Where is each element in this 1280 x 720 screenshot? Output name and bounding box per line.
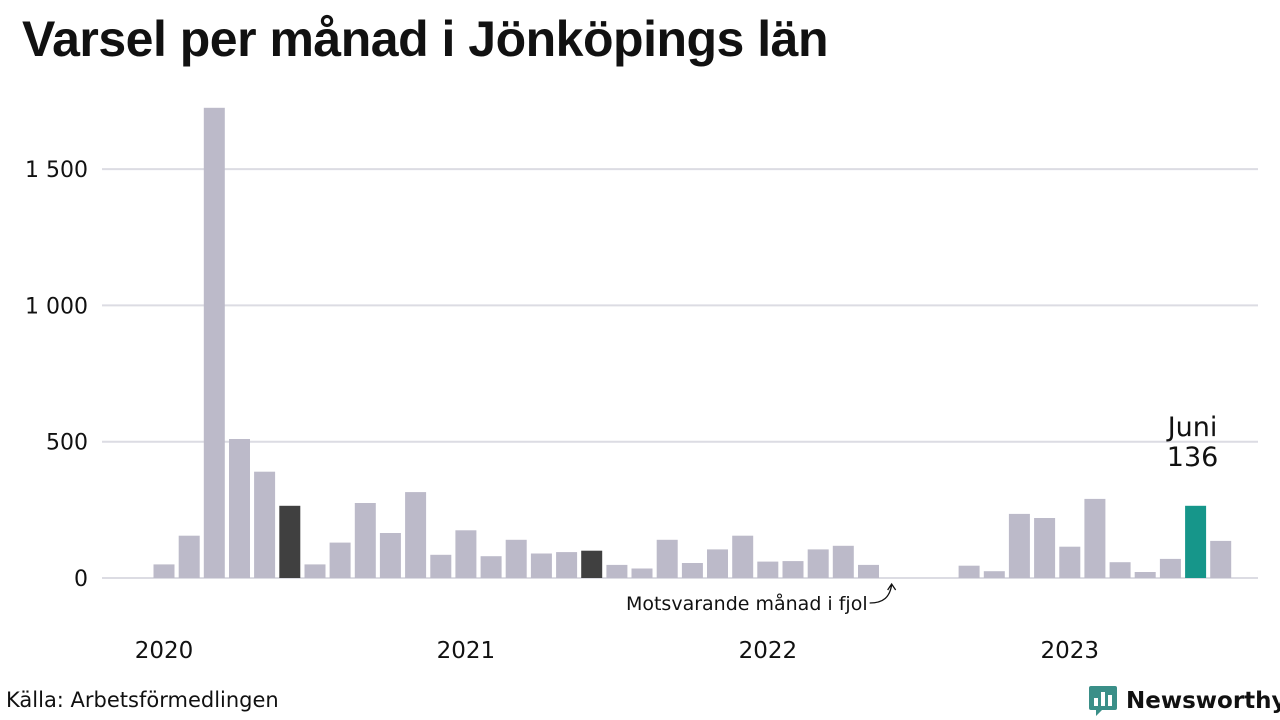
bar-2021-03 bbox=[505, 539, 527, 578]
bar-2020-01 bbox=[153, 564, 175, 578]
bar-2021-04 bbox=[530, 553, 552, 578]
bar-2023-06 bbox=[1185, 505, 1207, 578]
bar-2020-10 bbox=[379, 533, 401, 578]
bar-2022-10 bbox=[983, 571, 1005, 578]
bar-2021-08 bbox=[631, 568, 653, 578]
prior-year-annotation-arrow bbox=[869, 582, 897, 604]
prior-year-annotation: Motsvarande månad i fjol bbox=[626, 592, 868, 615]
brand-name: Newsworthy bbox=[1126, 688, 1280, 714]
y-tick-label: 1 000 bbox=[25, 294, 88, 319]
annotations: Juni 136 Motsvarande månad i fjol bbox=[626, 412, 1218, 615]
current-value-label: 136 bbox=[1167, 442, 1219, 473]
bar-2022-04 bbox=[832, 545, 854, 578]
bar-2022-05 bbox=[858, 564, 879, 578]
bar-2023-01 bbox=[1059, 546, 1081, 578]
bar-2021-02 bbox=[480, 556, 502, 578]
y-tick-label: 1 500 bbox=[25, 158, 88, 183]
source-note: Källa: Arbetsförmedlingen bbox=[6, 688, 279, 712]
bars bbox=[153, 107, 1232, 579]
bar-2020-05 bbox=[254, 471, 276, 578]
chart-title: Varsel per månad i Jönköpings län bbox=[22, 11, 829, 67]
y-axis-tick-labels: 0 500 1 000 1 500 bbox=[25, 158, 88, 592]
x-tick-label: 2023 bbox=[1040, 638, 1099, 664]
bar-2022-01 bbox=[757, 561, 779, 578]
current-month-label: Juni bbox=[1166, 412, 1218, 443]
bar-2022-03 bbox=[807, 549, 829, 578]
y-tick-label: 0 bbox=[74, 567, 88, 592]
bar-2021-12 bbox=[732, 535, 754, 578]
bar-2022-02 bbox=[782, 561, 804, 578]
bar-2023-02 bbox=[1084, 498, 1106, 578]
bar-2021-09 bbox=[656, 539, 678, 578]
bar-2020-04 bbox=[229, 439, 250, 578]
y-tick-label: 500 bbox=[46, 431, 88, 456]
x-tick-label: 2020 bbox=[135, 638, 194, 664]
bar-2020-03 bbox=[203, 107, 225, 579]
brand-logo: Newsworthy bbox=[1088, 684, 1280, 718]
bar-2020-12 bbox=[430, 554, 452, 578]
bar-2022-12 bbox=[1034, 518, 1056, 578]
bar-2023-05 bbox=[1159, 558, 1181, 578]
bar-2021-05 bbox=[556, 552, 578, 578]
bar-2020-08 bbox=[329, 542, 351, 578]
bar-2021-07 bbox=[606, 564, 628, 578]
bar-2023-03 bbox=[1109, 562, 1131, 578]
x-tick-label: 2022 bbox=[739, 638, 798, 664]
bar-2021-10 bbox=[681, 563, 703, 578]
bar-2020-06 bbox=[279, 505, 301, 578]
x-tick-label: 2021 bbox=[437, 638, 496, 664]
bar-undefined bbox=[1210, 540, 1232, 578]
bar-2020-11 bbox=[405, 492, 427, 578]
bar-2021-06 bbox=[581, 550, 603, 578]
bar-chart-icon bbox=[1089, 686, 1117, 716]
bar-2021-11 bbox=[707, 549, 728, 578]
bar-2020-02 bbox=[178, 535, 200, 578]
bar-chart: 0 500 1 000 1 500 2020 2021 2022 2023 Juni 136… bbox=[25, 107, 1258, 664]
bar-2020-07 bbox=[304, 564, 326, 578]
bar-2021-01 bbox=[455, 530, 477, 578]
bar-2022-11 bbox=[1008, 513, 1030, 578]
bar-2020-09 bbox=[354, 503, 376, 578]
bar-2022-09 bbox=[958, 565, 980, 578]
bar-2023-04 bbox=[1134, 572, 1156, 578]
x-axis-year-labels: 2020 2021 2022 2023 bbox=[135, 638, 1099, 664]
